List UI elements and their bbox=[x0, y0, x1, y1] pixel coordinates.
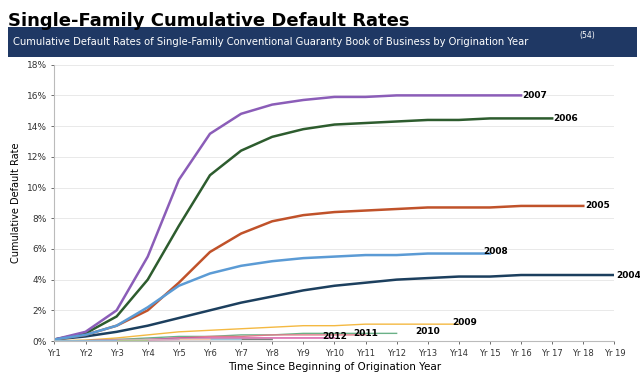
Text: 2005: 2005 bbox=[585, 201, 609, 211]
Text: Single-Family Cumulative Default Rates: Single-Family Cumulative Default Rates bbox=[8, 12, 410, 30]
Text: 2009: 2009 bbox=[452, 318, 477, 327]
Text: 2012: 2012 bbox=[322, 332, 347, 341]
Text: 2004: 2004 bbox=[616, 270, 640, 279]
Text: (54): (54) bbox=[579, 31, 595, 40]
Text: 2007: 2007 bbox=[523, 91, 547, 100]
Text: 2008: 2008 bbox=[484, 247, 509, 256]
Text: 2006: 2006 bbox=[554, 114, 579, 123]
Text: 2010: 2010 bbox=[415, 327, 440, 336]
Text: Cumulative Default Rates of Single-Family Conventional Guaranty Book of Business: Cumulative Default Rates of Single-Famil… bbox=[13, 37, 529, 47]
X-axis label: Time Since Beginning of Origination Year: Time Since Beginning of Origination Year bbox=[228, 362, 441, 372]
Text: 2011: 2011 bbox=[353, 329, 378, 338]
Y-axis label: Cumulative Default Rate: Cumulative Default Rate bbox=[11, 143, 21, 263]
